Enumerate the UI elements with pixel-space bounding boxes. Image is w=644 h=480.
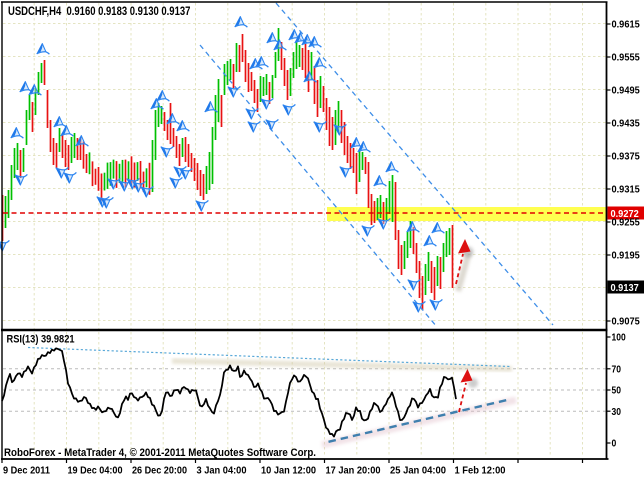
svg-text:1 Feb 12:00: 1 Feb 12:00 [455,465,506,477]
svg-text:0.9315: 0.9315 [612,184,640,196]
svg-text:9 Dec 2011: 9 Dec 2011 [3,465,50,477]
svg-text:0.9375: 0.9375 [612,151,640,163]
svg-text:0.9555: 0.9555 [612,52,640,64]
svg-text:25 Jan 04:00: 25 Jan 04:00 [390,465,446,477]
svg-text:0.9255: 0.9255 [612,217,640,229]
svg-text:0.9075: 0.9075 [612,316,640,328]
svg-text:30: 30 [612,406,622,418]
svg-text:50: 50 [612,385,622,397]
svg-text:0.9435: 0.9435 [612,118,640,130]
svg-text:3 Jan 04:00: 3 Jan 04:00 [197,465,247,477]
svg-text:RSI(13) 39.9821: RSI(13) 39.9821 [7,334,75,346]
svg-text:0.9272: 0.9272 [611,208,639,220]
svg-text:10 Jan 12:00: 10 Jan 12:00 [261,465,316,477]
svg-text:USDCHF,H4 0.9160 0.9183 0.913: USDCHF,H4 0.9160 0.9183 0.9130 0.9137 [8,4,191,18]
svg-text:100: 100 [612,332,626,344]
svg-text:17 Jan 20:00: 17 Jan 20:00 [326,465,381,477]
svg-text:0.9495: 0.9495 [612,85,640,97]
svg-text:RoboForex - MetaTrader 4, © 20: RoboForex - MetaTrader 4, © 2001-2011 Me… [4,447,316,459]
svg-text:70: 70 [612,364,622,376]
svg-text:0.9615: 0.9615 [612,19,640,31]
svg-text:0.9195: 0.9195 [612,250,640,262]
svg-text:26 Dec 20:00: 26 Dec 20:00 [132,465,187,477]
svg-text:0.9137: 0.9137 [611,282,639,294]
svg-text:0: 0 [612,438,617,450]
svg-text:19 Dec 04:00: 19 Dec 04:00 [68,465,123,477]
